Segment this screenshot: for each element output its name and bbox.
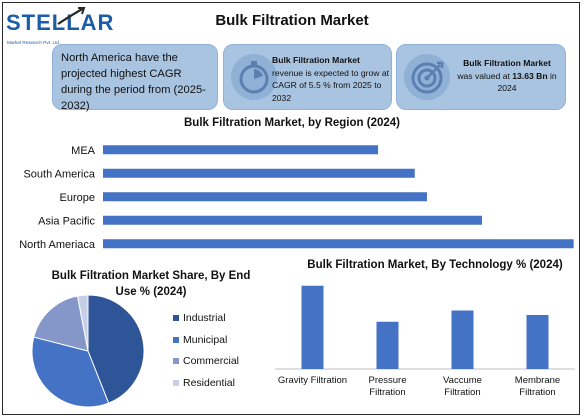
legend-swatch <box>173 315 179 321</box>
infographic-frame <box>2 2 580 415</box>
pie-slice <box>87 294 145 404</box>
pie-slice <box>31 336 110 408</box>
tech-bar <box>376 321 399 369</box>
tech-bar <box>451 310 474 369</box>
valuation-card-value: 13.63 Bn <box>512 70 548 81</box>
cagr-region-text: North America have the projected highest… <box>61 52 206 112</box>
region-label: Europe <box>60 192 95 204</box>
region-label: Asia Pacific <box>38 215 95 227</box>
technology-bar-chart: Gravity Filtration Pressure Filtration Vacc… <box>275 285 575 398</box>
company-logo: STELLAR Market Research Pvt. Ltd. <box>6 6 113 50</box>
tech-bar <box>301 285 324 369</box>
valuation-card-pre: was valued at <box>457 70 513 81</box>
enduse-chart-title: Bulk Filtration Market Share, By End Use… <box>51 270 251 298</box>
technology-chart-title: Bulk Filtration Market, By Technology % … <box>307 259 563 271</box>
page-title: Bulk Filtration Market <box>215 12 369 29</box>
region-label: North Ameriaca <box>19 239 96 251</box>
cagr-region-card: North America have the projected highest… <box>52 44 218 112</box>
cagr-card-heading: Bulk Filtration Market <box>272 55 360 65</box>
legend-label: Residential <box>183 376 235 389</box>
legend-label: Municipal <box>183 333 228 346</box>
logo-swoosh-icon <box>57 7 86 25</box>
region-bar <box>103 215 482 225</box>
legend-label: Industrial <box>183 312 226 324</box>
tech-label: Pressure Filtration <box>368 375 406 398</box>
region-chart-title: Bulk Filtration Market, by Region (2024) <box>184 117 400 129</box>
enduse-pie-chart <box>31 294 145 408</box>
region-label: South America <box>23 168 95 180</box>
valuation-card-heading: Bulk Filtration Market <box>463 58 551 68</box>
region-bar-chart: MEA South America Europe Asia Pacific North … <box>19 145 574 251</box>
valuation-card-post: in 2024 <box>497 70 557 94</box>
region-bar <box>103 239 574 249</box>
cagr-card-text: revenue is expected to grow at CAGR of 5… <box>272 67 390 103</box>
tech-label: Vaccume Filtration <box>443 375 482 398</box>
stopwatch-icon <box>231 54 277 100</box>
legend-label: Commercial <box>183 355 240 367</box>
region-bar <box>103 192 427 202</box>
pie-slice <box>76 294 89 352</box>
pie-slice <box>33 295 89 352</box>
logo-subtitle: Market Research Pvt. Ltd. <box>7 40 61 45</box>
region-label: MEA <box>71 145 96 157</box>
cagr-card: Bulk Filtration Market revenue is expect… <box>223 44 392 110</box>
legend-swatch <box>173 379 179 386</box>
legend-swatch <box>173 336 179 343</box>
target-icon <box>404 54 450 100</box>
tech-label: Membrane Filtration <box>515 375 560 398</box>
region-bar <box>103 168 415 178</box>
legend-swatch <box>173 358 179 364</box>
valuation-card: Bulk Filtration Market was valued at 13.… <box>396 44 566 110</box>
tech-label: Gravity Filtration <box>278 375 347 386</box>
region-bar <box>103 145 379 155</box>
tech-bar <box>526 315 549 369</box>
